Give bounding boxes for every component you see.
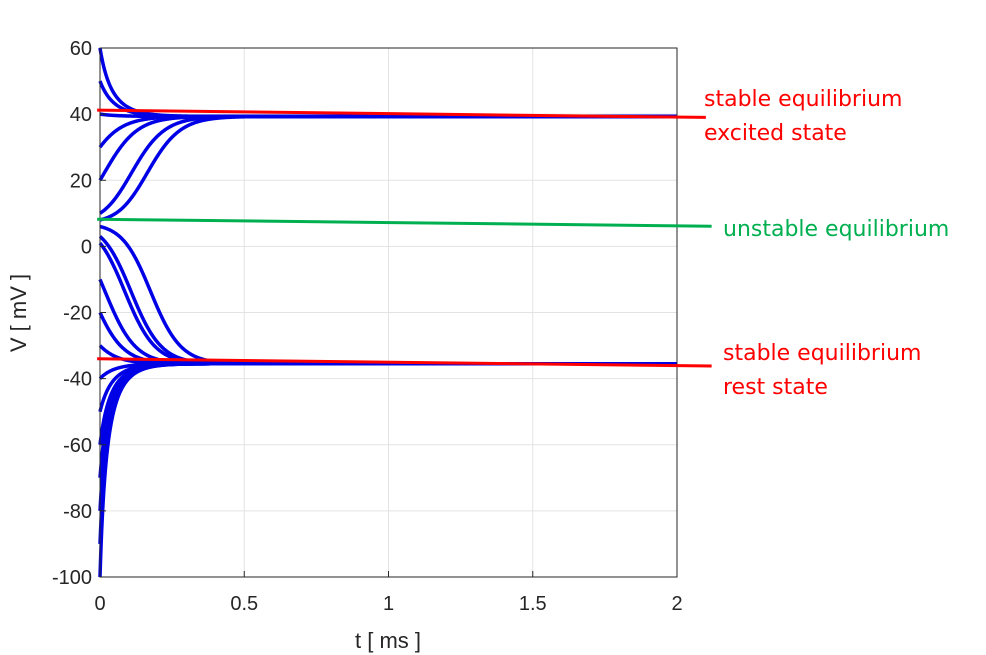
ticks: [99, 47, 678, 578]
annotation-excited-line2: excited state: [704, 121, 847, 146]
annotation-rest-line2: rest state: [723, 375, 828, 400]
equilibrium-lines: [97, 108, 712, 368]
y-tick-label: -20: [63, 303, 92, 325]
annotation-excited-line1: stable equilibrium: [704, 87, 902, 112]
y-tick-label: -80: [63, 501, 92, 523]
y-axis-label: V [ mV ]: [6, 274, 31, 352]
y-tick-label: 60: [70, 38, 92, 60]
x-tick-label: 1: [383, 593, 394, 615]
y-tick-label: 20: [70, 170, 92, 192]
x-tick-label: 1.5: [519, 593, 547, 615]
unstable-equilibrium-line: [97, 217, 712, 228]
y-tick-label: 0: [81, 236, 92, 258]
x-tick-label: 0: [94, 593, 105, 615]
stable-equilibrium-line: [97, 357, 712, 368]
y-tick-label: -40: [63, 369, 92, 391]
stable-equilibrium-line: [97, 108, 706, 119]
x-tick-label: 0.5: [230, 593, 258, 615]
y-tick-label: -60: [63, 435, 92, 457]
annotation-unstable: unstable equilibrium: [723, 217, 949, 242]
y-tick-labels: -100 -80 -60 -40 -20 0 20 40 60: [52, 38, 92, 589]
y-tick-label: -100: [52, 567, 92, 589]
x-tick-labels: 0 0.5 1 1.5 2: [94, 593, 682, 615]
y-tick-label: 40: [70, 104, 92, 126]
annotation-rest-line1: stable equilibrium: [723, 341, 921, 366]
x-axis-label: t [ ms ]: [355, 628, 421, 653]
x-tick-label: 2: [671, 593, 682, 615]
